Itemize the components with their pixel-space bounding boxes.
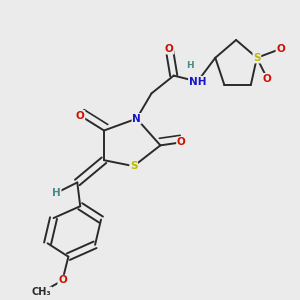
Text: CH₃: CH₃ (32, 287, 52, 297)
Text: H: H (186, 61, 194, 70)
Text: O: O (76, 111, 85, 121)
Text: H: H (52, 188, 61, 198)
Text: NH: NH (189, 76, 206, 86)
Text: O: O (58, 275, 67, 285)
Text: S: S (253, 53, 261, 63)
Text: N: N (132, 114, 141, 124)
Text: O: O (276, 44, 285, 54)
Text: O: O (263, 74, 272, 84)
Text: O: O (177, 137, 185, 147)
Text: O: O (165, 44, 174, 54)
Text: S: S (130, 161, 137, 171)
